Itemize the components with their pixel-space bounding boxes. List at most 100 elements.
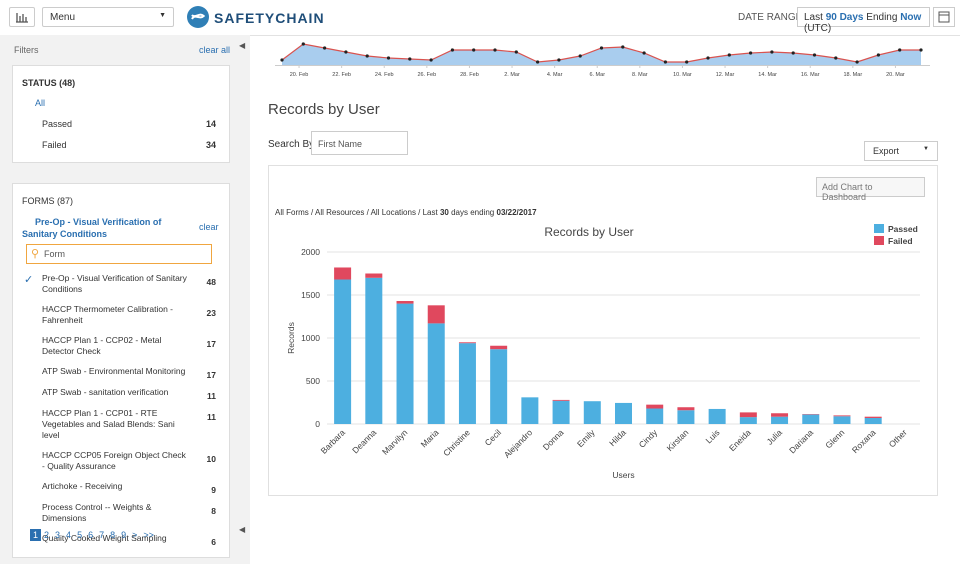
bar-segment [739,417,757,424]
legend-swatch [874,236,884,245]
x-tick-label: Other [887,427,909,449]
x-tick-label: 10. Mar [673,72,692,78]
text: (UTC) [804,23,832,34]
bar-segment [396,301,414,304]
date-range-label: DATE RANGE [738,12,803,23]
point [749,51,753,55]
selected-form[interactable]: Pre-Op - Visual Verification of Sanitary… [22,217,162,239]
x-tick-label: 22. Feb [332,72,351,78]
x-tick-label: 20. Feb [290,72,309,78]
point [791,51,795,55]
page-link[interactable]: 4 [66,530,72,540]
icon [938,11,950,23]
point [834,56,838,60]
menu-dropdown[interactable]: Menu ▼ [42,7,174,27]
y-axis-label: Records [286,322,296,354]
forms-title: FORMS (87) [22,196,74,206]
point [408,57,412,61]
form-count: 48 [206,277,216,287]
bar-segment [833,415,851,417]
page-link[interactable]: 3 [55,530,61,540]
page-link[interactable]: 1 [30,529,42,541]
form-item[interactable]: HACCP Plan 1 - CCP02 - Metal Detector Ch… [13,332,229,363]
x-tick-label: Donna [541,427,566,452]
x-tick-label: Eneida [727,427,753,453]
x-tick-label: 14. Mar [758,72,777,78]
x-tick-label: Emily [575,427,597,449]
status-item[interactable]: Failed [42,140,67,150]
bar-segment [615,402,632,424]
sidebar: Filters clear all STATUS (48) All Passed… [0,35,250,564]
x-tick-label: 8. Mar [632,72,648,78]
page-link[interactable]: 7 [99,530,105,540]
form-item[interactable]: HACCP CCP05 Foreign Object Check - Quali… [13,447,229,478]
x-tick-label: 28. Feb [460,72,479,78]
area [282,44,921,65]
export-dropdown[interactable]: Export ▼ [864,141,938,161]
x-tick-label: Barbara [319,427,348,456]
page-link[interactable]: 6 [88,530,94,540]
text: Ending [866,12,898,23]
point [386,56,391,60]
point [536,60,540,64]
text: 03/22/2017 [496,208,537,217]
page-link[interactable]: >> [143,530,154,540]
form-item[interactable]: Artichoke - Receiving 9 [13,478,229,499]
bar-segment [490,345,508,350]
point [770,50,774,54]
form-label: Process Control -- Weights & Dimensions [42,502,152,523]
bar-segment [458,343,476,424]
form-item[interactable]: Quality Cooked Weight Sampling 6 [13,530,229,551]
x-axis-label: Users [612,470,634,480]
page-link[interactable]: 8 [110,530,116,540]
search-input[interactable]: First Name [311,131,408,155]
date-range[interactable]: Last 90 Days Ending Now (UTC) [797,7,930,34]
bar-segment [552,400,570,424]
overview-chart: 20. Feb 22. Feb 24. Feb 26. Feb 28. Feb 2. Ma… [275,42,930,78]
point [599,46,604,50]
placeholder: Form [44,249,65,259]
bar-segment [365,277,383,424]
icon [16,13,28,23]
form-label: HACCP Plan 1 - CCP01 - RTE Vegetables an… [42,408,175,440]
point [578,54,582,58]
legend-swatch [874,224,884,233]
form-item[interactable]: HACCP Thermometer Calibration - Fahrenhe… [13,301,229,332]
collapse-arrow[interactable]: ◀ [239,41,246,50]
status-all[interactable]: All [35,98,46,108]
legend-label: Passed [888,224,918,234]
bar-segment [708,408,726,424]
collapse-arrow[interactable]: ◀ [239,525,246,534]
clear[interactable]: clear [199,222,219,232]
export-label: Export [873,146,900,156]
form-item[interactable]: Process Control -- Weights & Dimensions 8 [13,499,229,530]
x-tick-label: 26. Feb [418,72,437,78]
page-link[interactable]: > [132,530,138,540]
form-item[interactable]: ATP Swab - Environmental Monitoring 17 [13,363,229,384]
text: All Forms / All Resources / All Location… [275,208,438,217]
page-link[interactable]: 2 [44,530,50,540]
form-item[interactable]: ATP Swab - sanitation verification 11 [13,384,229,405]
clear-all[interactable]: clear all [199,45,231,55]
point [663,60,667,64]
page-link[interactable]: 5 [77,530,83,540]
bar-segment [771,416,789,424]
point [280,58,284,62]
form-search[interactable]: ⚲ Form [26,244,212,264]
status-item[interactable]: Passed [42,119,73,129]
form-count: 11 [207,391,216,401]
point [706,56,710,60]
search-label: Search By: [268,139,317,150]
form-item[interactable]: ✓ Pre-Op - Visual Verification of Sanitar… [13,270,229,301]
form-label: ATP Swab - Environmental Monitoring [42,366,186,376]
chart-icon-button[interactable] [9,7,35,27]
add-chart-button[interactable]: Add Chart to Dashboard [816,177,925,202]
form-count: 9 [211,485,216,495]
point [429,58,433,62]
page-link[interactable]: 9 [121,530,127,540]
form-item[interactable]: HACCP Plan 1 - CCP01 - RTE Vegetables an… [13,405,229,447]
x-tick-label: Cindy [637,427,660,450]
calendar-button[interactable] [933,7,955,27]
y-tick-label: 1000 [301,333,320,343]
